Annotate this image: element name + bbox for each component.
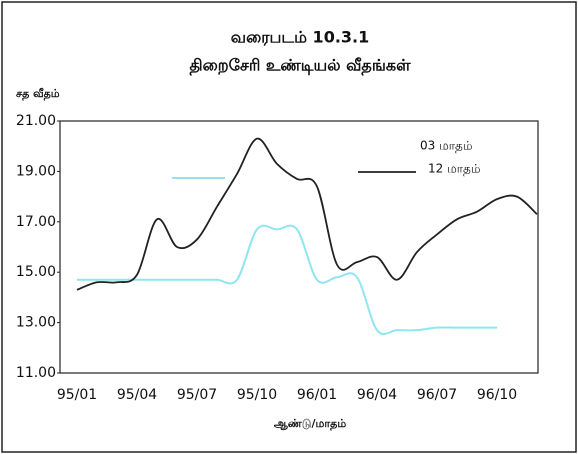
y-tick-label: 17.00: [16, 214, 56, 230]
x-tick-label: 95/07: [177, 387, 217, 403]
y-tick-label: 21.00: [16, 113, 56, 129]
legend-label: 03 மாதம்: [420, 139, 472, 153]
x-tick-label: 95/10: [237, 387, 277, 403]
plot-frame: [59, 120, 539, 374]
y-tick-label: 11.00: [16, 365, 56, 381]
x-tick-label: 96/07: [417, 387, 457, 403]
chart-subtitle: திறைசேரி உண்டியல் வீதங்கள்: [189, 56, 411, 76]
series-line: [76, 137, 538, 291]
y-tick-label: 15.00: [16, 264, 56, 280]
y-axis-label: சத வீதம்: [16, 87, 60, 101]
x-tick-label: 96/01: [297, 387, 337, 403]
y-tick-label: 13.00: [16, 315, 56, 331]
x-tick-label: 96/10: [477, 387, 517, 403]
legend-label: 12 மாதம்: [428, 162, 480, 176]
chart-title: வரைபடம் 10.3.1: [231, 28, 370, 47]
x-tick-label: 95/01: [57, 387, 97, 403]
x-tick-label: 96/04: [357, 387, 397, 403]
series-line: [77, 224, 497, 336]
y-tick-label: 19.00: [16, 163, 56, 179]
x-axis-label: ஆண்டு/மாதம்: [274, 417, 347, 431]
x-tick-label: 95/04: [117, 387, 157, 403]
